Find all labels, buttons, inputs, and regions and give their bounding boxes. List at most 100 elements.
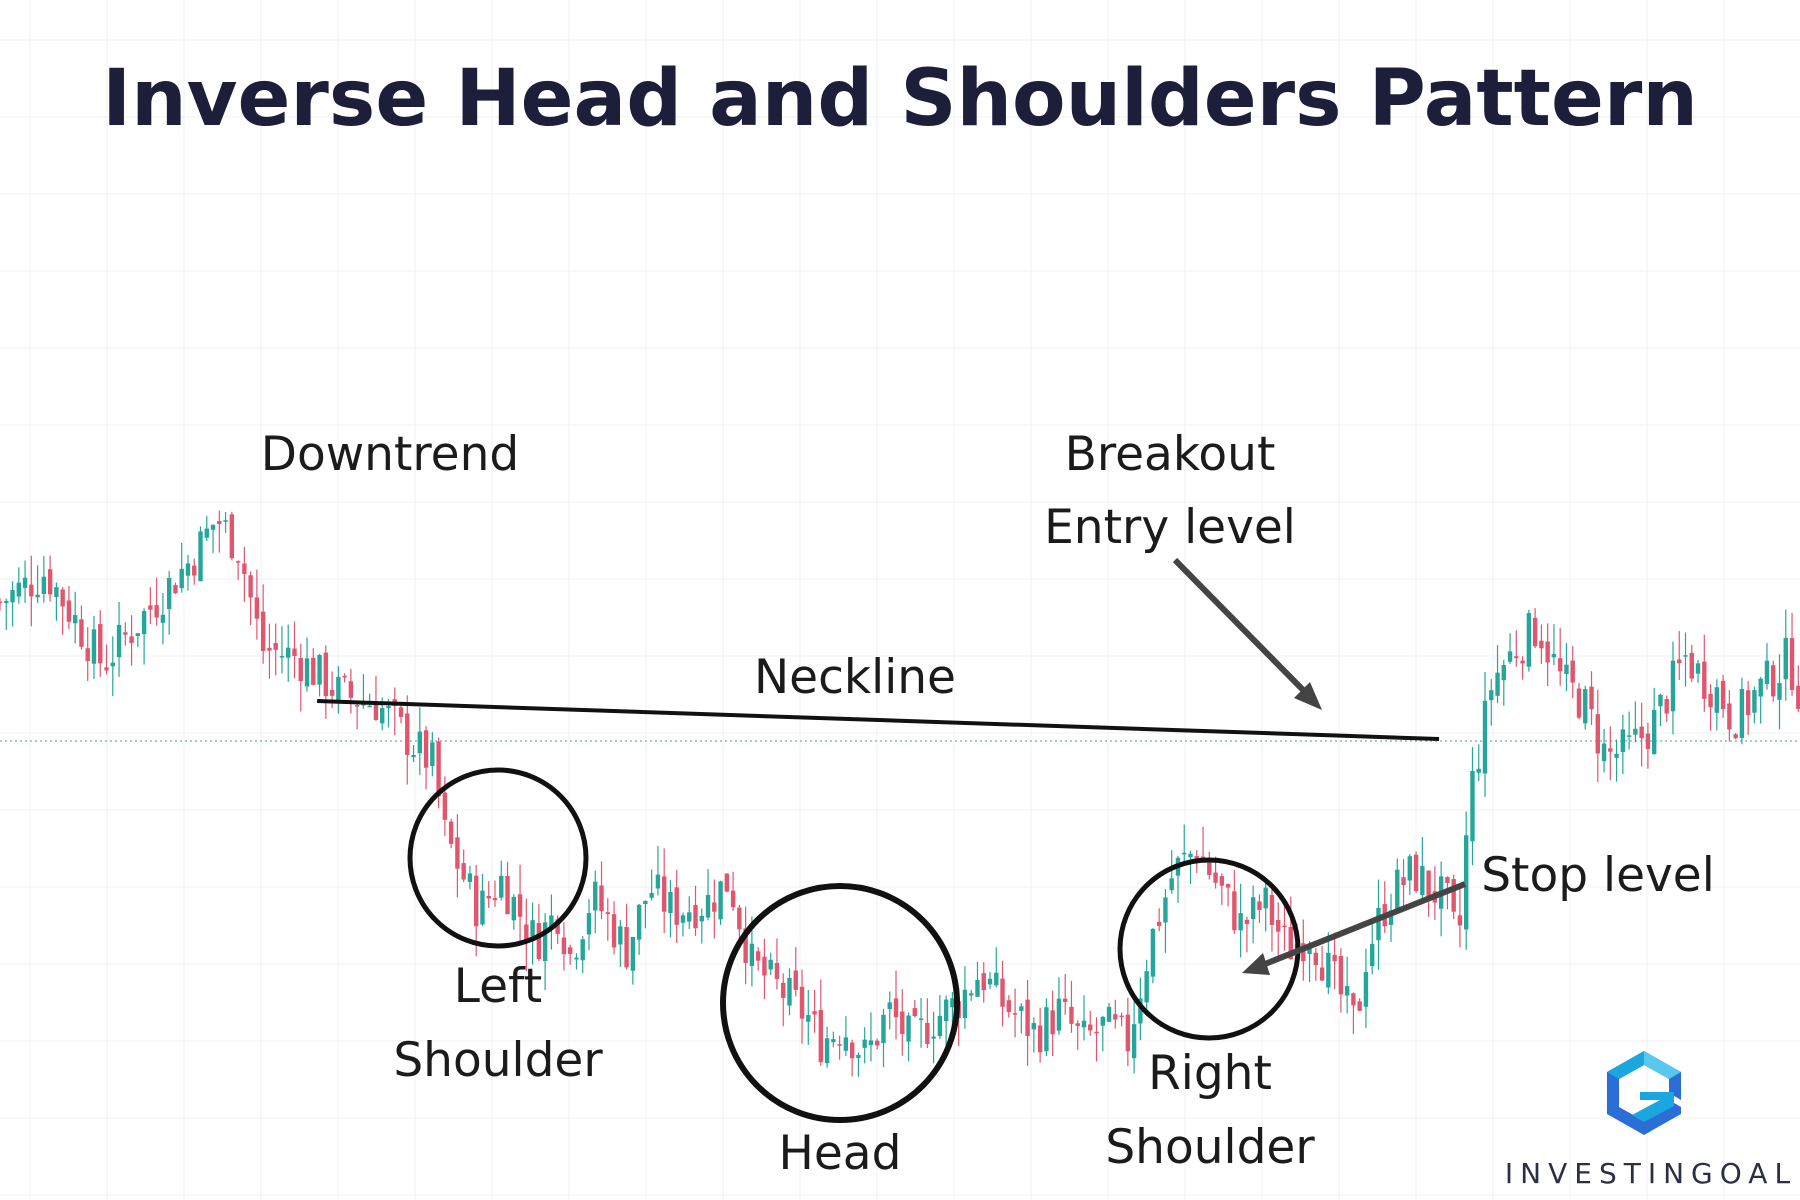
candle-body bbox=[812, 1011, 817, 1015]
left-shoulder-label-line1: Left bbox=[454, 959, 542, 1014]
candle-body bbox=[467, 873, 473, 882]
candle-body bbox=[1288, 926, 1293, 960]
breakout-label: Breakout bbox=[1065, 427, 1276, 482]
candle-body bbox=[267, 647, 272, 651]
candle-body bbox=[774, 962, 780, 980]
candle-body bbox=[762, 956, 767, 976]
candle-body bbox=[1100, 1016, 1105, 1026]
candle-body bbox=[643, 900, 648, 905]
candle-body bbox=[586, 913, 592, 935]
candle-body bbox=[1695, 663, 1701, 674]
candle-body bbox=[1188, 853, 1193, 858]
candle-body bbox=[781, 982, 786, 998]
candle-body bbox=[1670, 660, 1676, 712]
candle-body bbox=[987, 978, 993, 985]
candle-body bbox=[831, 1039, 836, 1043]
candle-body bbox=[737, 907, 742, 930]
candle-body bbox=[824, 1038, 830, 1064]
candle-body bbox=[1276, 920, 1281, 932]
candle-body bbox=[1714, 687, 1720, 713]
candle-body bbox=[787, 977, 792, 1006]
candle-body bbox=[1163, 897, 1168, 923]
candle-body bbox=[1106, 1006, 1112, 1022]
candle-body bbox=[1752, 690, 1757, 713]
candle-body bbox=[655, 874, 661, 889]
candle-body bbox=[1407, 856, 1413, 881]
candle-body bbox=[10, 589, 15, 603]
candle-body bbox=[743, 928, 748, 963]
candle-body bbox=[1238, 913, 1243, 931]
candle-body bbox=[474, 875, 479, 927]
candle-body bbox=[141, 611, 147, 635]
candle-body bbox=[755, 951, 761, 961]
candle-body bbox=[1551, 653, 1557, 658]
candle-body bbox=[499, 875, 504, 898]
candle-body bbox=[1539, 640, 1544, 649]
candle-body bbox=[517, 894, 523, 917]
candle-body bbox=[1282, 925, 1287, 928]
candle-body bbox=[1244, 919, 1250, 925]
candle-body bbox=[868, 1040, 874, 1046]
candle-body bbox=[204, 528, 209, 538]
candle-body bbox=[1125, 1014, 1131, 1052]
downtrend-label: Downtrend bbox=[261, 427, 519, 482]
candle-body bbox=[329, 689, 335, 696]
candle-body bbox=[593, 881, 598, 911]
candle-body bbox=[1633, 728, 1638, 735]
candle-body bbox=[398, 707, 404, 717]
candle-body bbox=[354, 705, 360, 707]
candle-body bbox=[348, 681, 354, 698]
candle-body bbox=[549, 915, 554, 928]
candle-body bbox=[818, 1010, 824, 1063]
candle-body bbox=[54, 587, 59, 598]
candle-body bbox=[1169, 878, 1174, 891]
candle-body bbox=[1677, 659, 1682, 664]
candle-body bbox=[1351, 993, 1356, 1006]
candle-body bbox=[705, 894, 711, 918]
candle-body bbox=[806, 1014, 811, 1022]
candle-body bbox=[1626, 735, 1632, 737]
candle-body bbox=[981, 973, 986, 991]
candle-body bbox=[1019, 1006, 1024, 1011]
candle-body bbox=[605, 912, 610, 915]
candle-body bbox=[1595, 714, 1600, 754]
candle-body bbox=[1225, 884, 1231, 888]
candle-body bbox=[799, 986, 805, 1019]
candle-body bbox=[173, 585, 178, 594]
candle-body bbox=[1720, 680, 1726, 710]
candle-body bbox=[1526, 613, 1532, 667]
candle-body bbox=[1683, 655, 1688, 657]
candle-body bbox=[1094, 1031, 1099, 1034]
candle-body bbox=[442, 792, 448, 820]
candle-body bbox=[1031, 1023, 1037, 1030]
candle-body bbox=[486, 895, 491, 899]
candle-body bbox=[292, 648, 297, 657]
candle-body bbox=[79, 619, 84, 647]
candle-body bbox=[1532, 617, 1538, 647]
candle-body bbox=[1344, 986, 1350, 996]
candle-body bbox=[317, 655, 322, 685]
candle-body bbox=[881, 1014, 886, 1044]
candle-body bbox=[1307, 948, 1312, 955]
candle-body bbox=[1570, 660, 1575, 683]
candle-body bbox=[455, 837, 460, 869]
candle-body bbox=[1708, 693, 1713, 708]
candle-body bbox=[1413, 854, 1419, 892]
candle-body bbox=[223, 520, 228, 522]
candle-body bbox=[687, 912, 692, 922]
candle-body bbox=[1601, 743, 1607, 762]
candle-body bbox=[1796, 685, 1800, 709]
candle-body bbox=[1689, 652, 1694, 679]
candle-body bbox=[618, 926, 623, 945]
left-shoulder-circle bbox=[407, 767, 589, 949]
candle-body bbox=[1357, 1001, 1362, 1011]
candle-body bbox=[298, 658, 303, 682]
candle-body bbox=[1376, 907, 1381, 941]
candle-body bbox=[1520, 660, 1525, 664]
candle-body bbox=[1482, 700, 1488, 774]
candle-body bbox=[1764, 660, 1770, 684]
candle-body bbox=[430, 742, 435, 767]
candle-body bbox=[875, 1040, 880, 1046]
candle-body bbox=[969, 993, 974, 996]
